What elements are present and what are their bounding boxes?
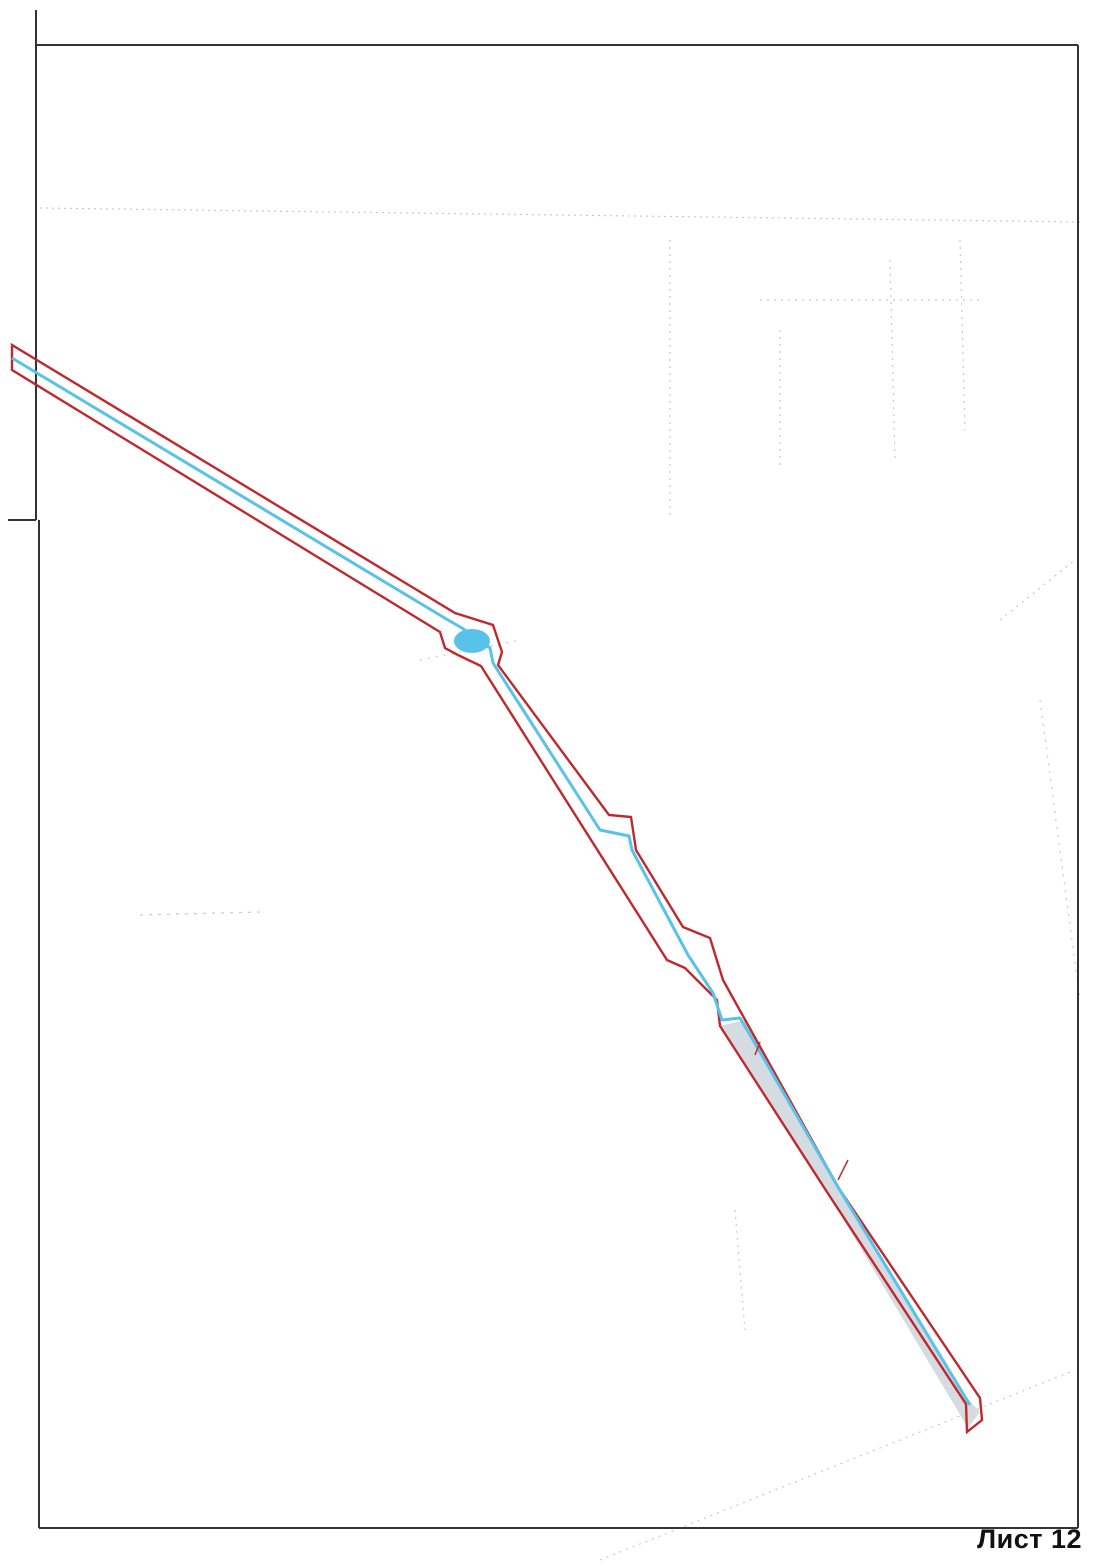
base-topography — [40, 208, 1080, 1560]
allotment-boundary — [12, 345, 982, 1432]
pond — [454, 629, 490, 653]
sheet-label: Лист 12 — [977, 1524, 1082, 1555]
watercourse-centerline — [12, 358, 970, 1405]
map-frame — [8, 10, 1078, 1528]
